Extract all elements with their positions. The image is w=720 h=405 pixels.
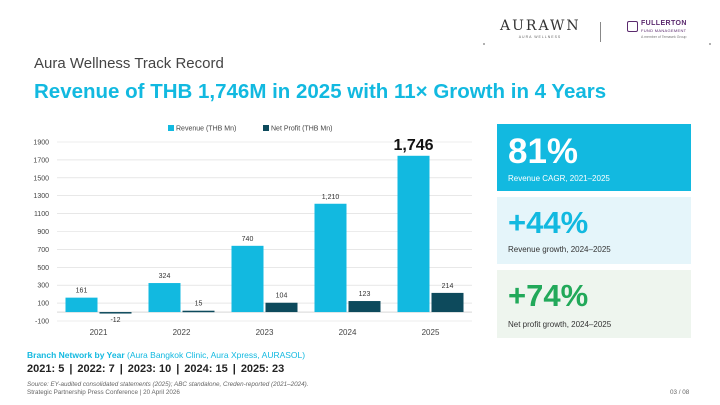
x-tick-label: 2022 — [173, 328, 191, 337]
decor-dot — [709, 43, 711, 45]
fullerton-mark-icon — [627, 21, 638, 32]
branch-network-title-rest: (Aura Bangkok Clinic, Aura Xpress, AURAS… — [124, 350, 306, 360]
kpi-caption: Net profit growth, 2024–2025 — [508, 320, 612, 329]
revenue-bar — [65, 297, 98, 313]
kpi-card-revenue-cagr: 81% Revenue CAGR, 2021–2025 — [497, 124, 691, 191]
conference-note: Strategic Partnership Press Conference |… — [27, 389, 180, 396]
kpi-value: 81% — [508, 132, 579, 171]
branch-count-item: 2022: 7 — [77, 363, 115, 375]
x-tick-label: 2023 — [256, 328, 274, 337]
branch-network-row: 2021: 5 | 2022: 7 | 2023: 10 | 2024: 15 | 2025: … — [27, 363, 284, 375]
kpi-caption: Revenue CAGR, 2021–2025 — [508, 174, 610, 183]
kpi-value: +74% — [508, 278, 589, 313]
aurawn-wordmark: AURAWN — [500, 18, 581, 34]
branch-separator: | — [69, 363, 73, 375]
y-tick-label: 500 — [37, 265, 49, 272]
revenue-data-label: 1,210 — [322, 194, 340, 201]
x-tick-label: 2024 — [339, 328, 357, 337]
legend-swatch — [168, 125, 174, 131]
revenue-data-label: 324 — [159, 273, 171, 280]
x-tick-label: 2025 — [422, 328, 440, 337]
y-tick-label: 1900 — [33, 140, 49, 147]
section-kicker: Aura Wellness Track Record — [34, 55, 224, 72]
fullerton-name: FULLERTON — [641, 20, 687, 27]
x-tick-label: 2021 — [90, 328, 108, 337]
net-profit-data-label: 123 — [359, 291, 371, 298]
net-profit-bar — [348, 301, 381, 313]
net-profit-data-label: 104 — [276, 293, 288, 300]
branch-count-item: 2021: 5 — [27, 363, 65, 375]
fullerton-tagline: A member of Temasek Group — [641, 35, 687, 39]
page-number: 03 / 08 — [670, 389, 690, 396]
net-profit-data-label: -12 — [110, 317, 120, 324]
revenue-bar — [314, 203, 347, 313]
kpi-card-revenue-growth: +44% Revenue growth, 2024–2025 — [497, 197, 691, 264]
revenue-bar — [231, 245, 264, 313]
y-tick-label: 1100 — [34, 211, 49, 218]
y-tick-label: 900 — [37, 229, 49, 236]
y-tick-label: 300 — [37, 283, 49, 290]
aurawn-subtitle: AURA WELLNESS — [518, 35, 562, 39]
logo-divider — [600, 22, 601, 42]
y-tick-label: 1700 — [33, 157, 49, 164]
kpi-value: +44% — [508, 205, 589, 240]
net-profit-bar — [182, 310, 215, 313]
branch-separator: | — [119, 363, 123, 375]
decor-dot — [483, 43, 485, 45]
branch-count-item: 2025: 23 — [240, 363, 285, 375]
fullerton-subtitle: FUND MANAGEMENT — [641, 28, 687, 33]
legend-label: Revenue (THB Mn) — [176, 126, 236, 133]
y-tick-label: 1300 — [33, 193, 49, 200]
y-tick-label: 1500 — [33, 175, 49, 182]
branch-count-item: 2023: 10 — [127, 363, 172, 375]
revenue-profit-chart: -100 100 300 500 700 900 1100 1300 1500 1700 1900 R… — [0, 115, 480, 345]
page-headline: Revenue of THB 1,746M in 2025 with 11× G… — [34, 80, 607, 103]
kpi-card-profit-growth: +74% Net profit growth, 2024–2025 — [497, 270, 691, 338]
y-tick-label: 100 — [37, 301, 49, 308]
net-profit-data-label: 214 — [442, 283, 454, 290]
aurawn-logo: AURAWN AURA WELLNESS — [500, 18, 580, 46]
legend-swatch — [263, 125, 269, 131]
net-profit-bar — [265, 302, 298, 313]
branch-count-item: 2024: 15 — [184, 363, 228, 375]
branch-separator: | — [176, 363, 180, 375]
source-note: Source: EY-audited consolidated statemen… — [27, 381, 309, 388]
revenue-data-label: 1,746 — [393, 137, 433, 154]
revenue-bar — [397, 155, 430, 313]
branch-network-title-bold: Branch Network by Year — [27, 350, 125, 360]
revenue-data-label: 161 — [76, 288, 88, 295]
fullerton-logo: FULLERTON FUND MANAGEMENT A member of Te… — [627, 19, 707, 43]
kpi-caption: Revenue growth, 2024–2025 — [508, 245, 611, 254]
y-tick-label: -100 — [35, 319, 49, 326]
y-tick-label: 700 — [37, 247, 49, 254]
revenue-bar — [148, 283, 181, 313]
branch-network-title: Branch Network by Year (Aura Bangkok Cli… — [27, 350, 305, 360]
revenue-data-label: 740 — [242, 236, 254, 243]
chart-svg: -100 100 300 500 700 900 1100 1300 1500 1700 1900 R… — [33, 125, 472, 337]
legend-label: Net Profit (THB Mn) — [271, 126, 332, 133]
branch-separator: | — [232, 363, 236, 375]
net-profit-bar — [99, 312, 132, 314]
net-profit-bar — [431, 292, 464, 313]
net-profit-data-label: 15 — [195, 301, 203, 308]
